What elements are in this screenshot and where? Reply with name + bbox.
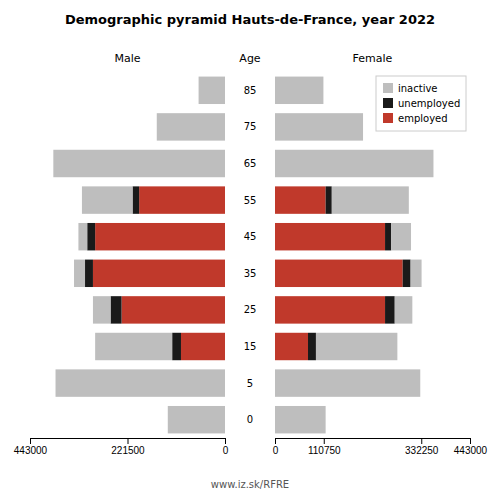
title: Demographic pyramid Hauts-de-France, yea… <box>65 12 435 27</box>
legend-item: unemployed <box>383 98 460 109</box>
tick: 0 <box>273 438 279 456</box>
bar-inactive <box>78 223 87 250</box>
bar-unemployed <box>87 223 95 250</box>
tick-mark <box>30 438 31 444</box>
bar-employed <box>275 333 308 360</box>
bar-unemployed <box>385 296 395 323</box>
chart: Demographic pyramid Hauts-de-France, yea… <box>0 0 500 500</box>
bar-employed <box>275 260 403 287</box>
bar-unemployed <box>403 260 411 287</box>
bar-inactive <box>332 186 409 213</box>
bars <box>53 77 225 434</box>
tick-label: 443000 <box>454 445 488 456</box>
tick: 332250 <box>405 438 439 456</box>
bar-inactive <box>56 369 225 396</box>
legend-item: inactive <box>383 83 438 94</box>
bar-employed <box>93 260 225 287</box>
axis-line <box>276 439 471 445</box>
bar-unemployed <box>326 186 332 213</box>
bar-inactive <box>168 406 225 433</box>
bar-employed <box>122 296 225 323</box>
bar-inactive <box>157 113 225 140</box>
bar-inactive <box>93 296 111 323</box>
x-axis: 443000 221500 0 <box>14 438 229 456</box>
legend-item: employed <box>383 113 448 124</box>
bar-employed <box>275 296 385 323</box>
age-label: 75 <box>244 121 257 132</box>
tick-mark <box>324 438 325 444</box>
age-label: 65 <box>244 158 257 169</box>
bar-inactive <box>391 223 411 250</box>
bar-unemployed <box>172 333 181 360</box>
bar-inactive <box>395 296 413 323</box>
legend-swatch <box>383 83 393 93</box>
legend-label: inactive <box>398 83 438 94</box>
age-label: 25 <box>244 304 257 315</box>
panel-title: Male <box>114 52 140 65</box>
age-label: 55 <box>244 195 257 206</box>
bar-inactive <box>275 406 326 433</box>
bar-inactive <box>275 369 420 396</box>
bar-unemployed <box>133 186 140 213</box>
tick: 110750 <box>308 438 341 456</box>
tick-label: 332250 <box>405 445 439 456</box>
legend-swatch <box>383 113 393 123</box>
bar-employed <box>181 333 225 360</box>
tick-label: 0 <box>273 445 279 456</box>
bar-unemployed <box>111 296 122 323</box>
tick: 443000 <box>14 438 48 456</box>
bar-employed <box>139 186 225 213</box>
bar-inactive <box>199 77 225 104</box>
bar-inactive <box>82 186 133 213</box>
age-label: 35 <box>244 268 257 279</box>
legend-label: unemployed <box>398 98 460 109</box>
age-label: 0 <box>247 414 253 425</box>
legend-frame <box>376 76 466 131</box>
age-label: 85 <box>244 85 257 96</box>
bar-unemployed <box>308 333 316 360</box>
bar-inactive <box>74 260 85 287</box>
age-label: 15 <box>244 341 257 352</box>
age-labels: 0 5 15 25 35 45 55 65 75 85 <box>244 85 257 425</box>
age-label: 5 <box>247 378 253 389</box>
bar-inactive <box>53 150 225 177</box>
age-header: Age <box>239 52 261 65</box>
tick-mark <box>225 438 226 444</box>
bar-inactive <box>275 77 323 104</box>
tick-mark <box>421 438 422 444</box>
bar-inactive <box>95 333 172 360</box>
tick-label: 0 <box>223 445 229 456</box>
tick-mark <box>128 438 129 444</box>
bar-inactive <box>275 150 433 177</box>
tick-label: 110750 <box>308 445 341 456</box>
legend-swatch <box>383 98 393 108</box>
tick: 443000 <box>454 438 488 456</box>
bar-employed <box>275 223 385 250</box>
bar-inactive <box>411 260 422 287</box>
x-axis: 0 110750 332250 443000 <box>273 438 488 456</box>
tick: 0 <box>223 438 229 456</box>
axis-line <box>31 439 226 445</box>
legend-label: employed <box>398 113 448 124</box>
bar-unemployed <box>85 260 93 287</box>
bar-employed <box>95 223 225 250</box>
legend: inactive unemployed employed <box>376 76 466 131</box>
tick-label: 443000 <box>14 445 48 456</box>
bar-employed <box>275 186 326 213</box>
tick-label: 221500 <box>111 445 145 456</box>
tick-mark <box>275 438 276 444</box>
bar-inactive <box>316 333 397 360</box>
tick: 221500 <box>111 438 145 456</box>
bar-inactive <box>275 113 363 140</box>
bar-unemployed <box>385 223 391 250</box>
panel-title: Female <box>353 52 393 65</box>
subtitle: www.iz.sk/RFRE <box>211 479 289 490</box>
age-label: 45 <box>244 231 257 242</box>
tick-mark <box>470 438 471 444</box>
